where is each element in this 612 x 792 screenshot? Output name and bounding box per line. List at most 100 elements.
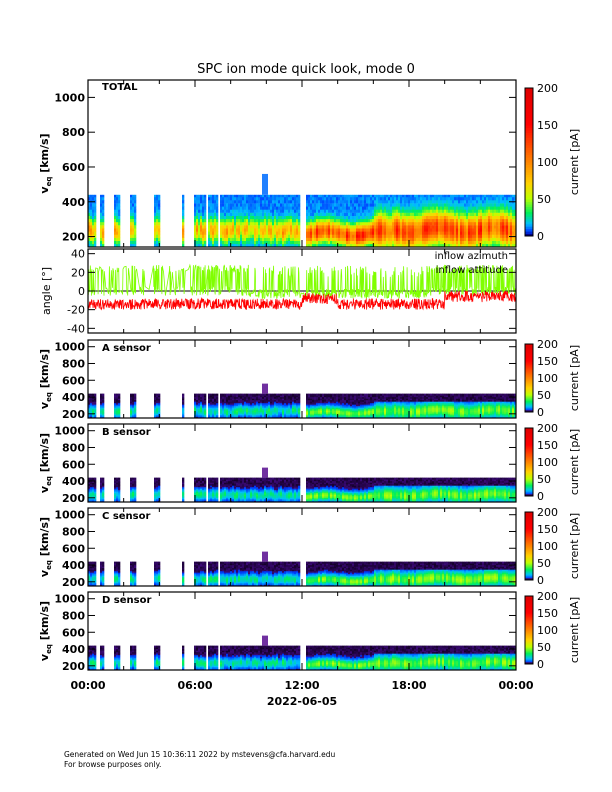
heatmap-cell xyxy=(278,234,281,238)
heatmap-cell xyxy=(344,413,347,416)
heatmap-cell xyxy=(252,399,255,402)
heatmap-cell xyxy=(448,206,451,210)
heatmap-cell xyxy=(250,203,253,207)
heatmap-cell xyxy=(456,231,459,235)
heatmap-cell xyxy=(198,225,201,229)
heatmap-cell xyxy=(350,413,353,416)
heatmap-cell xyxy=(362,393,365,396)
heatmap-cell xyxy=(356,234,359,238)
heatmap-cell xyxy=(388,194,391,198)
heatmap-cell xyxy=(402,200,405,204)
heatmap-cell xyxy=(226,415,229,417)
heatmap-cell xyxy=(450,206,453,210)
heatmap-cell xyxy=(100,221,103,226)
heatmap-cell xyxy=(234,209,237,213)
heatmap-cell xyxy=(508,196,511,201)
heatmap-cell xyxy=(282,231,285,235)
heatmap-cell xyxy=(402,212,405,216)
heatmap-cell xyxy=(332,237,335,241)
heatmap-cell xyxy=(444,196,447,201)
y-tick-label: 40 xyxy=(71,248,85,261)
heatmap-cell xyxy=(386,221,389,226)
heatmap-cell xyxy=(382,231,385,235)
heatmap-cell xyxy=(260,206,263,210)
heatmap-cell xyxy=(200,395,203,398)
heatmap-cell xyxy=(246,221,249,226)
heatmap-cell xyxy=(92,398,95,401)
heatmap-cell xyxy=(514,212,517,216)
heatmap-cell xyxy=(390,212,393,216)
heatmap-cell xyxy=(262,243,265,248)
heatmap-cell xyxy=(222,237,225,241)
heatmap-cell xyxy=(276,404,279,407)
heatmap-cell xyxy=(392,410,395,413)
heatmap-cell xyxy=(504,240,507,245)
heatmap-cell xyxy=(320,218,323,223)
heatmap-cell xyxy=(294,194,297,198)
heatmap-cell xyxy=(116,393,119,395)
heatmap-cell xyxy=(460,212,463,216)
heatmap-cell xyxy=(264,200,267,204)
heatmap-cell xyxy=(356,231,359,235)
heatmap-cell xyxy=(248,399,251,402)
heatmap-cell xyxy=(418,243,421,248)
heatmap-cell xyxy=(224,212,227,216)
heatmap-cell xyxy=(450,203,453,207)
heatmap-cell xyxy=(280,398,283,401)
heatmap-cell xyxy=(346,416,349,419)
heatmap-cell xyxy=(440,203,443,207)
heatmap-cell xyxy=(240,399,243,402)
heatmap-cell xyxy=(458,209,461,213)
heatmap-cell xyxy=(182,237,185,241)
heatmap-cell xyxy=(102,240,105,245)
heatmap-cell xyxy=(452,218,455,223)
heatmap-cell xyxy=(454,206,457,210)
heatmap-cell xyxy=(502,237,505,241)
heatmap-cell xyxy=(382,203,385,207)
colorbar-swatch xyxy=(525,95,533,99)
heatmap-cell xyxy=(246,413,249,416)
heatmap-cell xyxy=(260,196,263,201)
heatmap-cell xyxy=(360,209,363,213)
heatmap-cell xyxy=(208,215,211,220)
heatmap-cell xyxy=(182,218,185,223)
heatmap-cell xyxy=(460,225,463,229)
heatmap-cell xyxy=(444,218,447,223)
heatmap-cell xyxy=(336,237,339,241)
heatmap-cell xyxy=(482,228,485,232)
heatmap-cell xyxy=(216,194,219,198)
heatmap-cell xyxy=(502,234,505,238)
heatmap-cell xyxy=(288,393,291,396)
heatmap-cell xyxy=(248,393,251,395)
heatmap-cell xyxy=(196,237,199,241)
heatmap-cell xyxy=(356,401,359,404)
heatmap-cell xyxy=(208,243,211,248)
heatmap-cell xyxy=(278,231,281,235)
heatmap-cell xyxy=(376,243,379,248)
heatmap-cell xyxy=(394,408,397,411)
heatmap-cell xyxy=(442,243,445,248)
heatmap-cell xyxy=(330,240,333,245)
heatmap-cell xyxy=(204,206,207,210)
heatmap-cell xyxy=(384,405,387,408)
heatmap-cell xyxy=(202,396,205,399)
heatmap-cell xyxy=(470,240,473,245)
heatmap-cell xyxy=(378,206,381,210)
heatmap-cell xyxy=(500,221,503,226)
heatmap-cell xyxy=(250,407,253,410)
heatmap-cell xyxy=(414,231,417,235)
heatmap-cell xyxy=(456,200,459,204)
heatmap-cell xyxy=(354,405,357,408)
heatmap-cell xyxy=(438,203,441,207)
heatmap-cell xyxy=(216,407,219,410)
heatmap-cell xyxy=(194,407,197,410)
heatmap-cell xyxy=(420,215,423,220)
heatmap-cell xyxy=(200,404,203,407)
heatmap-cell xyxy=(270,209,273,213)
heatmap-cell xyxy=(134,221,137,226)
heatmap-cell xyxy=(324,215,327,220)
heatmap-cell xyxy=(266,393,269,395)
heatmap-cell xyxy=(220,404,223,407)
heatmap-cell xyxy=(340,407,343,410)
heatmap-cell xyxy=(102,405,105,408)
